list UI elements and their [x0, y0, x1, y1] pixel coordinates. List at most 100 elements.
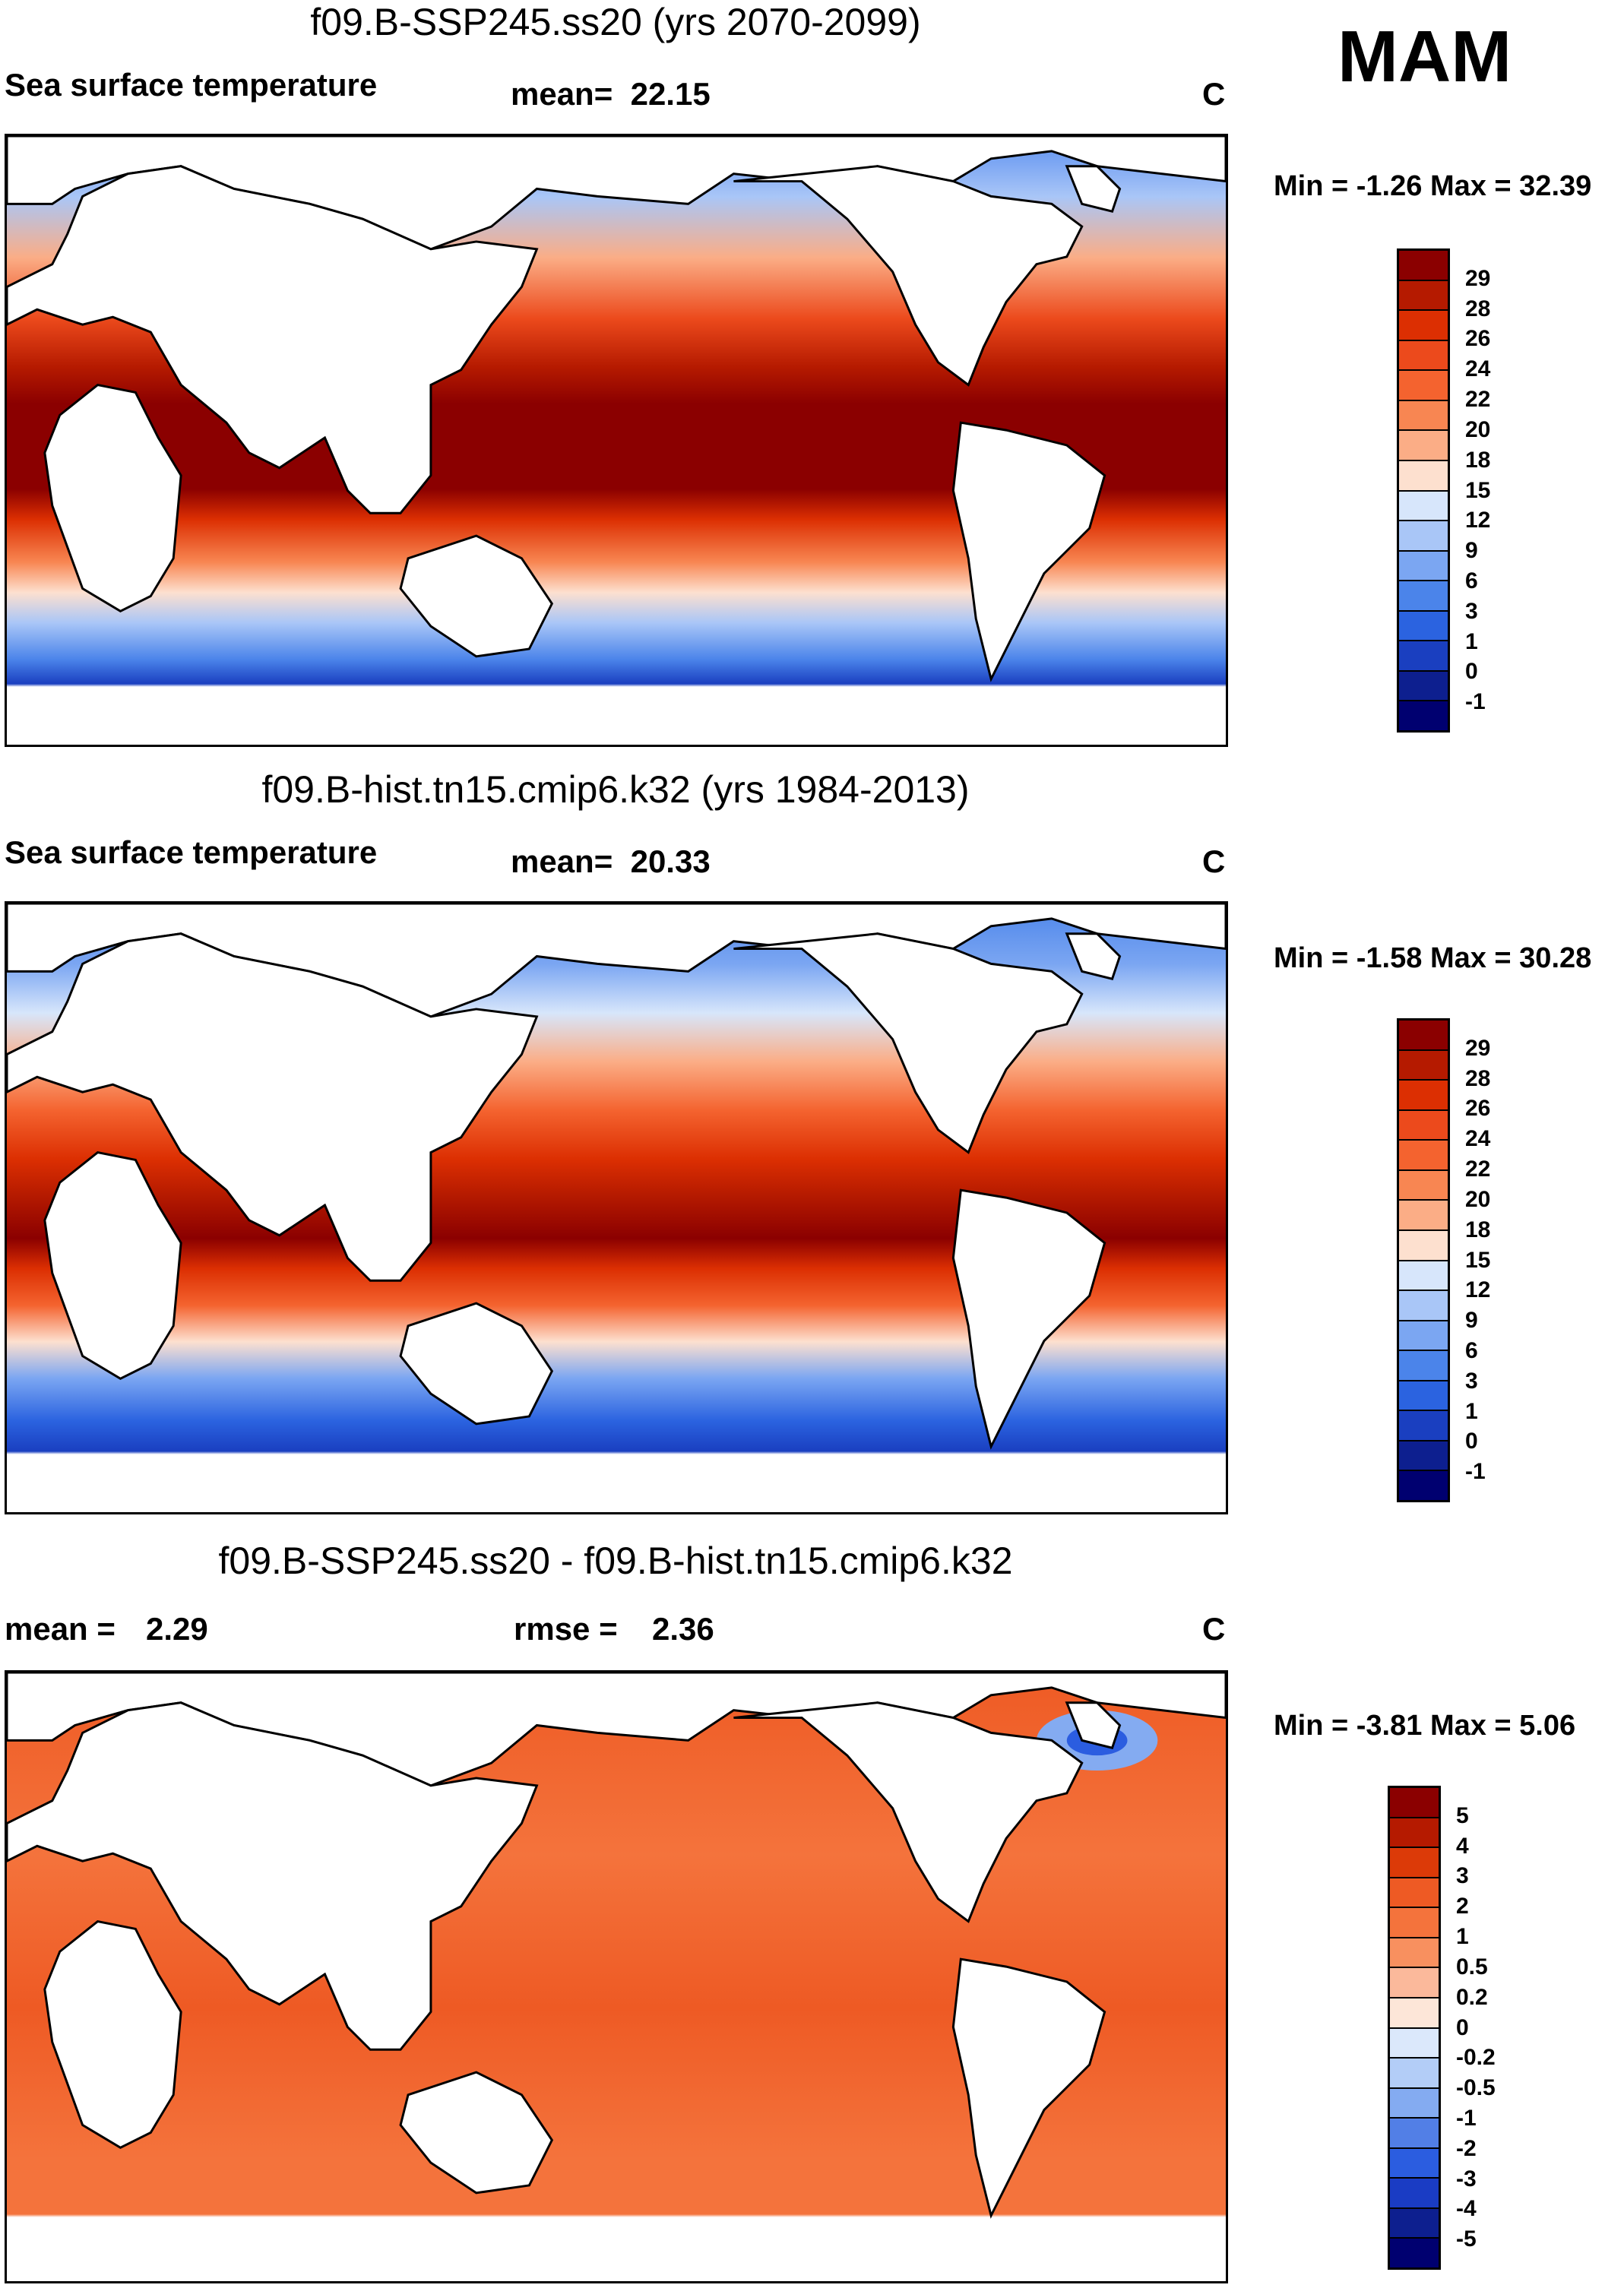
- colorbar-swatch: [1399, 1381, 1448, 1412]
- colorbar-tick-label: 0.5: [1456, 1954, 1488, 1979]
- panel-1-min-label: Min =: [1274, 170, 1349, 202]
- colorbar-tick-label: 2: [1456, 1894, 1469, 1919]
- colorbar-tick-label: 24: [1465, 356, 1491, 382]
- colorbar-swatch: [1399, 1021, 1448, 1051]
- colorbar-swatch: [1390, 2239, 1439, 2267]
- colorbar-swatch: [1399, 1081, 1448, 1111]
- colorbar-tick-label: 1: [1465, 628, 1478, 654]
- panel-2-mean-value: 20.33: [630, 843, 711, 879]
- colorbar-tick-label: -1: [1465, 1459, 1486, 1485]
- colorbar-tick-label: 18: [1465, 447, 1491, 473]
- colorbar-swatch: [1399, 1351, 1448, 1381]
- colorbar-swatch: [1399, 671, 1448, 702]
- colorbar-swatch: [1390, 1998, 1439, 2029]
- panel-3-map-svg: [7, 1672, 1226, 2281]
- panel-3-minmax: Min = -3.81 Max = 5.06: [1274, 1710, 1575, 1742]
- colorbar-swatch: [1399, 340, 1448, 372]
- colorbar-tick-label: -1: [1465, 689, 1486, 715]
- panel-2-continents: [7, 903, 1226, 1450]
- colorbar-swatch: [1399, 251, 1448, 281]
- panel-1-variable-label: Sea surface temperature: [5, 67, 378, 103]
- colorbar-swatch: [1399, 400, 1448, 432]
- panel-2-map: [5, 901, 1228, 1514]
- colorbar-tick-label: 22: [1465, 1157, 1491, 1182]
- colorbar-swatch: [1399, 1201, 1448, 1231]
- panel-3-mean-value: 2.29: [146, 1611, 208, 1647]
- panel-1-mean: mean= 22.15: [511, 76, 711, 112]
- colorbar-swatch: [1399, 1291, 1448, 1321]
- panel-2-mean: mean= 20.33: [511, 843, 711, 880]
- colorbar-swatch: [1399, 1441, 1448, 1472]
- colorbar-tick-label: -4: [1456, 2196, 1477, 2222]
- colorbar-tick-label: 15: [1465, 1247, 1491, 1273]
- colorbar-tick-label: 3: [1456, 1863, 1469, 1889]
- panel-3-rmse-label: rmse =: [514, 1611, 618, 1647]
- panel-1-mean-value: 22.15: [630, 76, 711, 112]
- colorbar-tick-label: 3: [1465, 1368, 1478, 1394]
- panel-1-max-value: 32.39: [1519, 170, 1592, 202]
- panel-1-colorbar: [1397, 248, 1450, 733]
- panel-2-variable-label: Sea surface temperature: [5, 834, 378, 870]
- panel-3-max-value: 5.06: [1519, 1710, 1576, 1742]
- colorbar-swatch: [1399, 371, 1448, 401]
- colorbar-tick-label: 15: [1465, 477, 1491, 503]
- colorbar-tick-label: 24: [1465, 1126, 1491, 1152]
- colorbar-tick-label: 28: [1465, 296, 1491, 321]
- colorbar-tick-label: -1: [1456, 2105, 1477, 2131]
- colorbar-tick-label: 9: [1465, 1308, 1478, 1334]
- colorbar-swatch: [1399, 611, 1448, 642]
- colorbar-tick-label: 29: [1465, 1035, 1491, 1061]
- colorbar-tick-label: 1: [1465, 1398, 1478, 1424]
- panel-2-colorbar: [1397, 1018, 1450, 1502]
- colorbar-swatch: [1399, 551, 1448, 582]
- colorbar-swatch: [1399, 311, 1448, 341]
- colorbar-swatch: [1390, 1818, 1439, 1849]
- colorbar-tick-label: 18: [1465, 1217, 1491, 1242]
- colorbar-swatch: [1399, 581, 1448, 612]
- colorbar-tick-label: 0: [1465, 1429, 1478, 1454]
- colorbar-swatch: [1399, 1321, 1448, 1352]
- panel-3-map: [5, 1670, 1228, 2283]
- colorbar-tick-label: -0.2: [1456, 2045, 1496, 2071]
- panel-3-min-label: Min =: [1274, 1710, 1349, 1742]
- colorbar-swatch: [1390, 2208, 1439, 2239]
- colorbar-swatch: [1390, 1848, 1439, 1878]
- panel-1-title: f09.B-SSP245.ss20 (yrs 2070-2099): [310, 1, 921, 43]
- colorbar-swatch: [1399, 491, 1448, 522]
- colorbar-swatch: [1399, 701, 1448, 730]
- colorbar-swatch: [1399, 1230, 1448, 1261]
- colorbar-tick-label: 6: [1465, 568, 1478, 593]
- colorbar-tick-label: 4: [1456, 1833, 1469, 1859]
- colorbar-tick-label: 20: [1465, 1186, 1491, 1212]
- panel-3-units: C: [1202, 1611, 1226, 1647]
- colorbar-tick-label: 22: [1465, 387, 1491, 413]
- panel-3-max-label: Max =: [1429, 1710, 1512, 1742]
- colorbar-tick-label: 12: [1465, 508, 1491, 533]
- colorbar-swatch: [1399, 1050, 1448, 1081]
- panel-3-continents: [7, 1672, 1226, 2219]
- colorbar-tick-label: 12: [1465, 1277, 1491, 1303]
- colorbar-swatch: [1390, 2179, 1439, 2209]
- panel-1-minmax: Min = -1.26 Max = 32.39: [1274, 170, 1591, 203]
- colorbar-tick-label: 6: [1465, 1337, 1478, 1363]
- panel-1-min-value: -1.26: [1356, 170, 1423, 202]
- colorbar-tick-label: 26: [1465, 1096, 1491, 1122]
- panel-1-map: [5, 134, 1228, 747]
- colorbar-tick-label: -3: [1456, 2166, 1477, 2191]
- season-label: MAM: [1338, 16, 1512, 97]
- colorbar-tick-label: 29: [1465, 265, 1491, 291]
- colorbar-swatch: [1390, 1938, 1439, 1969]
- panel-3-mean-label: mean =: [5, 1611, 116, 1647]
- panel-2-max-value: 30.28: [1519, 942, 1592, 974]
- colorbar-tick-label: 1: [1456, 1924, 1469, 1950]
- panel-1-mean-label: mean=: [511, 76, 613, 112]
- colorbar-tick-label: 26: [1465, 326, 1491, 352]
- colorbar-swatch: [1399, 280, 1448, 312]
- colorbar-swatch: [1399, 1411, 1448, 1441]
- panel-3-rmse-value: 2.36: [652, 1611, 714, 1647]
- colorbar-tick-label: 0: [1465, 659, 1478, 685]
- panel-2-mean-label: mean=: [511, 843, 613, 879]
- colorbar-swatch: [1399, 431, 1448, 461]
- colorbar-swatch: [1399, 460, 1448, 492]
- colorbar-tick-label: 0: [1456, 2014, 1469, 2040]
